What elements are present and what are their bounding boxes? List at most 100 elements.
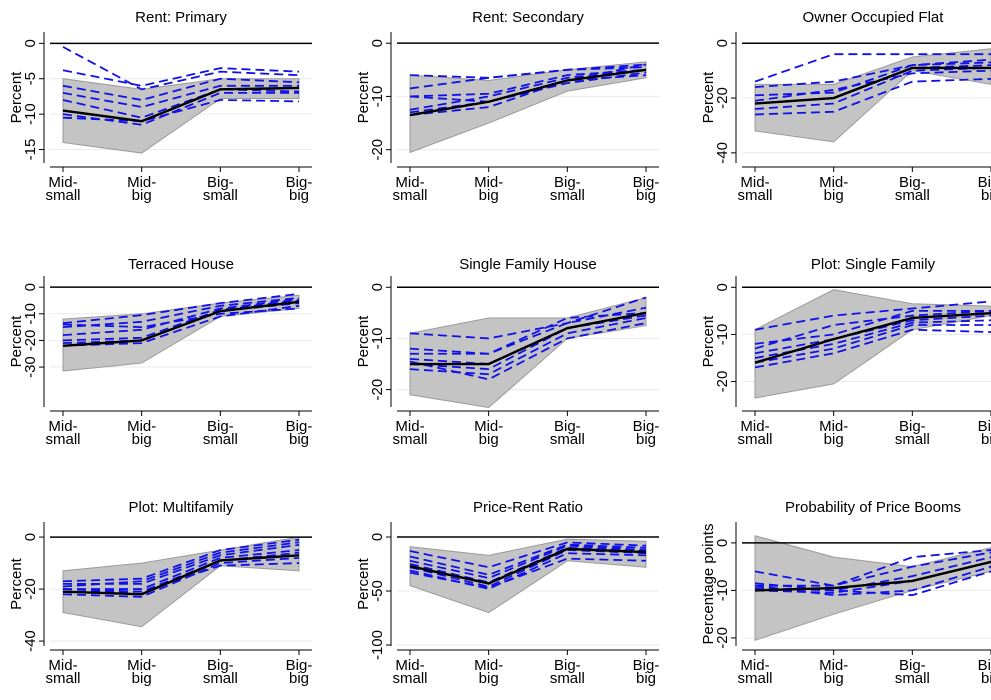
x-tick-label: Big- <box>978 418 991 435</box>
y-tick-label: 0 <box>714 39 731 47</box>
x-tick-label: Big- <box>978 174 991 191</box>
estimate-line <box>754 312 991 364</box>
y-tick-label: -50 <box>369 580 386 602</box>
chart-title: Rent: Secondary <box>472 9 584 26</box>
y-tick-label: 0 <box>22 533 39 541</box>
y-tick-label: -5 <box>22 72 39 85</box>
robustness-line <box>409 296 647 340</box>
x-tick-label: small <box>45 670 80 687</box>
robustness-line <box>409 74 647 116</box>
x-tick-label: big <box>132 670 152 687</box>
chart-title: Rent: Primary <box>135 9 227 26</box>
estimate-line <box>62 300 300 347</box>
robustness-line <box>754 549 991 587</box>
confidence-band <box>62 294 300 372</box>
robustness-line <box>754 58 991 88</box>
chart-title: Plot: Single Family <box>811 256 936 273</box>
robustness-line <box>62 556 300 598</box>
robustness-line <box>754 319 991 359</box>
x-tick-label: big <box>981 187 991 204</box>
robustness-line <box>62 292 300 325</box>
x-tick-label: Mid- <box>395 418 424 435</box>
x-tick-label: Mid- <box>474 174 503 191</box>
robustness-line <box>755 551 991 587</box>
robustness-line <box>409 557 647 589</box>
x-tick-label: big <box>636 670 656 687</box>
robustness-line <box>754 309 991 345</box>
robustness-line <box>754 61 991 97</box>
estimate-line <box>410 311 647 366</box>
confidence-band <box>62 536 300 628</box>
x-tick-label: Big- <box>286 174 313 191</box>
x-tick-label: Big- <box>899 657 926 674</box>
x-tick-label: big <box>981 431 991 448</box>
y-axis-label: Percent <box>8 71 25 124</box>
x-tick-label: big <box>824 670 844 687</box>
robustness-line <box>409 66 647 90</box>
y-tick-label: -40 <box>22 630 39 652</box>
confidence-band <box>754 48 991 143</box>
y-tick-label: -10 <box>714 324 731 346</box>
robustness-line <box>62 99 300 123</box>
x-tick-label: Mid- <box>819 657 848 674</box>
x-tick-label: Big- <box>286 418 313 435</box>
x-tick-label: Big- <box>633 174 660 191</box>
confidence-band <box>409 538 647 614</box>
y-tick-label: -100 <box>369 630 386 660</box>
y-tick-label: -10 <box>369 86 386 108</box>
x-tick-label: small <box>895 670 930 687</box>
x-tick-label: Mid- <box>474 657 503 674</box>
robustness-line <box>754 53 991 83</box>
y-axis-label: Percent <box>355 315 372 368</box>
y-tick-label: -10 <box>22 103 39 125</box>
y-axis-label: Percent <box>8 557 25 610</box>
robustness-line <box>63 549 300 590</box>
y-tick-label: -15 <box>22 139 39 161</box>
x-tick-label: big <box>824 187 844 204</box>
x-tick-label: Big- <box>207 657 234 674</box>
y-tick-label: -10 <box>714 580 731 602</box>
x-tick-label: small <box>895 187 930 204</box>
robustness-line <box>62 84 299 108</box>
y-tick-label: -20 <box>714 627 731 649</box>
x-tick-label: big <box>636 187 656 204</box>
robustness-line <box>754 324 991 364</box>
x-tick-label: Mid- <box>740 174 769 191</box>
chart-title: Plot: Multifamily <box>128 499 234 516</box>
robustness-line <box>754 570 991 597</box>
x-tick-label: Big- <box>286 657 313 674</box>
x-tick-label: Mid- <box>474 418 503 435</box>
y-tick-label: -20 <box>369 379 386 401</box>
y-tick-label: -20 <box>22 330 39 352</box>
robustness-line <box>754 309 991 350</box>
x-tick-label: big <box>289 670 309 687</box>
x-tick-label: big <box>289 431 309 448</box>
y-tick-label: 0 <box>369 283 386 291</box>
y-axis-label: Percentage points <box>700 524 717 645</box>
confidence-band <box>409 296 647 409</box>
estimate-line <box>409 547 647 585</box>
x-tick-label: Big- <box>978 657 991 674</box>
x-tick-label: small <box>895 431 930 448</box>
x-tick-label: small <box>203 670 238 687</box>
robustness-line <box>409 543 647 576</box>
x-tick-label: small <box>392 431 427 448</box>
x-tick-label: small <box>392 670 427 687</box>
x-tick-label: big <box>132 431 152 448</box>
robustness-line <box>62 298 300 337</box>
estimate-line <box>62 554 300 596</box>
y-tick-label: -10 <box>22 303 39 325</box>
x-tick-label: Big- <box>633 657 660 674</box>
x-tick-label: Mid- <box>127 657 156 674</box>
x-tick-label: Big- <box>899 174 926 191</box>
x-tick-label: big <box>824 431 844 448</box>
chart-title: Terraced House <box>128 256 234 273</box>
robustness-line <box>62 296 300 329</box>
robustness-line <box>409 541 647 569</box>
robustness-line <box>409 68 647 111</box>
x-tick-label: big <box>479 187 499 204</box>
robustness-line <box>62 77 300 101</box>
x-tick-label: Mid- <box>127 418 156 435</box>
y-tick-label: -30 <box>22 356 39 378</box>
x-tick-label: big <box>981 670 991 687</box>
